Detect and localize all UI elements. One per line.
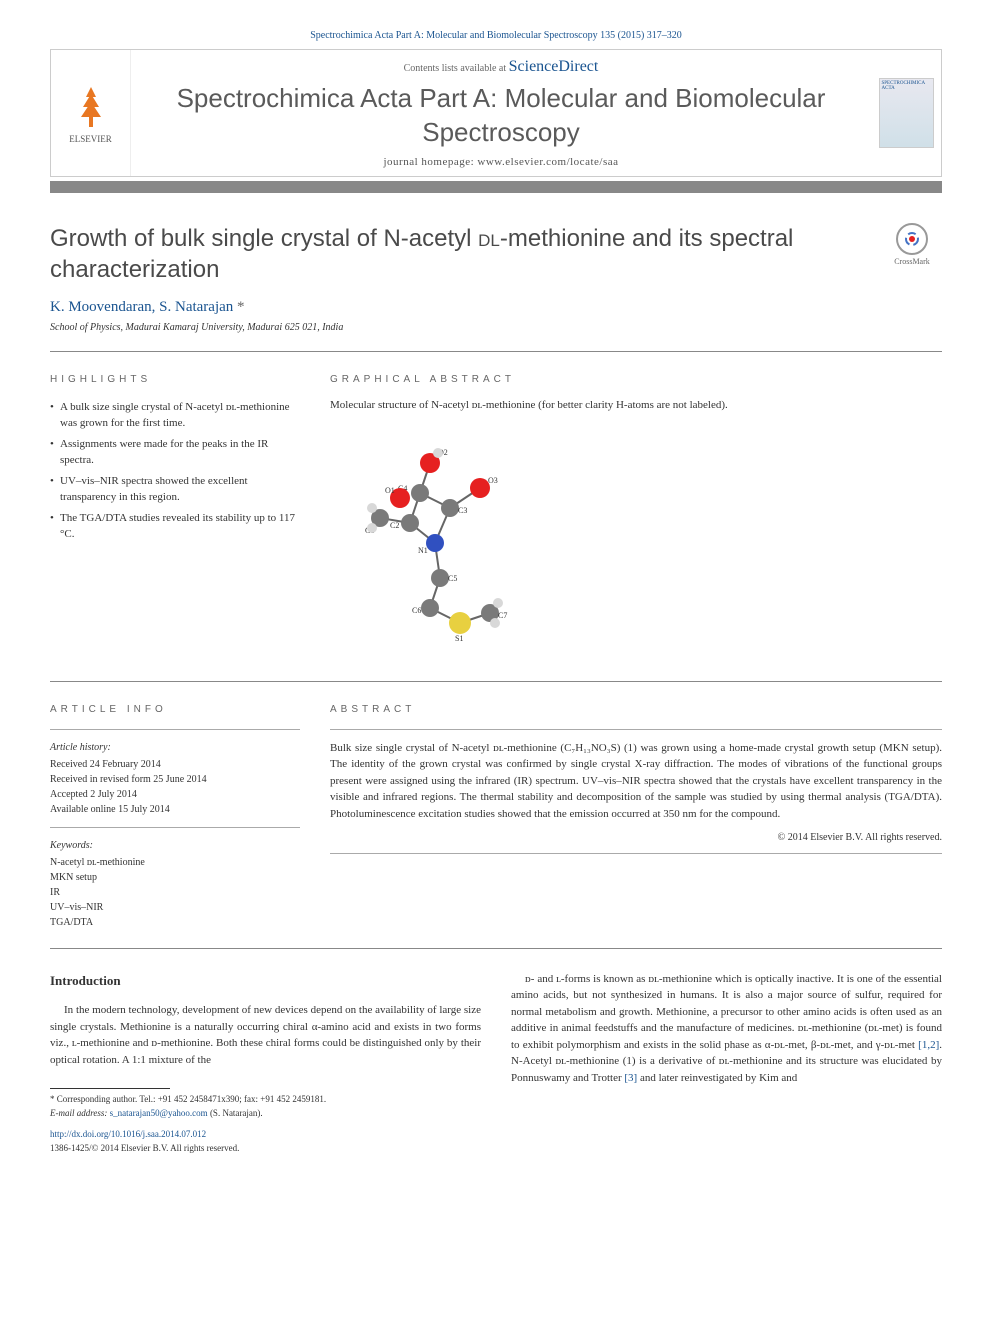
highlight-item: The TGA/DTA studies revealed its stabili… [50,510,300,543]
journal-cover-image: SPECTROCHIMICA ACTA [879,78,934,148]
corresponding-marker: * [233,299,244,315]
separator-bar [50,181,942,193]
keywords: Keywords: N-acetyl ᴅʟ-methionine MKN set… [50,838,300,930]
svg-text:O1: O1 [385,486,395,495]
highlights-list: A bulk size single crystal of N-acetyl ᴅ… [50,399,300,543]
doi-footer: http://dx.doi.org/10.1016/j.saa.2014.07.… [50,1128,942,1155]
crossmark-badge[interactable]: CrossMark [882,223,942,266]
corresponding-note: * Corresponding author. Tel.: +91 452 24… [50,1093,481,1107]
highlights-label: HIGHLIGHTS [50,374,300,385]
doi-link[interactable]: http://dx.doi.org/10.1016/j.saa.2014.07.… [50,1128,942,1142]
thin-divider [50,729,300,730]
elsevier-logo[interactable]: ELSEVIER [51,50,131,176]
authors: K. Moovendaran, S. Natarajan * [50,299,942,316]
reference-link[interactable]: [3] [624,1072,637,1084]
svg-text:C5: C5 [448,574,457,583]
abstract-copyright: © 2014 Elsevier B.V. All rights reserved… [330,832,942,843]
graphical-abstract-caption: Molecular structure of N-acetyl ᴅʟ-methi… [330,399,942,411]
history-item: Received 24 February 2014 [50,757,300,772]
article-info-label: ARTICLE INFO [50,704,300,715]
email-link[interactable]: s_natarajan50@yahoo.com [110,1108,208,1118]
citation-header: Spectrochimica Acta Part A: Molecular an… [50,30,942,41]
highlight-item: UV–vis–NIR spectra showed the excellent … [50,473,300,506]
introduction-heading: Introduction [50,971,481,991]
homepage-url[interactable]: www.elsevier.com/locate/saa [477,156,618,168]
keyword-item: UV–vis–NIR [50,900,300,915]
highlight-item: Assignments were made for the peaks in t… [50,436,300,469]
email-line: E-mail address: s_natarajan50@yahoo.com … [50,1107,481,1121]
introduction-paragraph: In the modern technology, development of… [50,1002,481,1068]
reference-link[interactable]: [1,2] [918,1039,939,1051]
journal-header-box: ELSEVIER Contents lists available at Sci… [50,49,942,177]
crossmark-icon [896,223,928,255]
thin-divider [330,853,942,854]
sciencedirect-link[interactable]: ScienceDirect [509,58,599,75]
article-history: Article history: Received 24 February 20… [50,740,300,817]
thin-divider [330,729,942,730]
elsevier-label: ELSEVIER [69,134,112,144]
affiliation: School of Physics, Madurai Kamaraj Unive… [50,322,942,333]
molecule-structure-image: O2 C4 O1 O3 C1 C2 C3 N1 C5 C6 S1 C7 [330,423,570,663]
divider [50,681,942,682]
abstract-text: Bulk size single crystal of N-acetyl ᴅʟ-… [330,740,942,823]
footer-divider [50,1088,170,1089]
svg-text:C6: C6 [412,606,421,615]
svg-text:O3: O3 [488,476,498,485]
svg-text:C7: C7 [498,611,507,620]
graphical-abstract-label: GRAPHICAL ABSTRACT [330,374,942,385]
journal-name: Spectrochimica Acta Part A: Molecular an… [151,82,851,150]
thin-divider [50,827,300,828]
history-item: Received in revised form 25 June 2014 [50,772,300,787]
article-title: Growth of bulk single crystal of N-acety… [50,223,882,285]
keyword-item: TGA/DTA [50,915,300,930]
svg-text:S1: S1 [455,634,463,643]
abstract-label: ABSTRACT [330,704,942,715]
corresponding-footer: * Corresponding author. Tel.: +91 452 24… [50,1088,481,1120]
keyword-item: MKN setup [50,870,300,885]
svg-text:C2: C2 [390,521,399,530]
keyword-item: IR [50,885,300,900]
keyword-item: N-acetyl ᴅʟ-methionine [50,855,300,870]
header-center: Contents lists available at ScienceDirec… [131,50,871,176]
history-item: Accepted 2 July 2014 [50,787,300,802]
divider [50,351,942,352]
issn-copyright: 1386-1425/© 2014 Elsevier B.V. All right… [50,1142,942,1156]
elsevier-tree-icon [66,82,116,132]
divider [50,948,942,949]
introduction-paragraph: ᴅ- and ʟ-forms is known as ᴅʟ-methionine… [511,971,942,1087]
journal-cover: SPECTROCHIMICA ACTA [871,50,941,176]
contents-lists-text: Contents lists available at ScienceDirec… [151,58,851,76]
highlight-item: A bulk size single crystal of N-acetyl ᴅ… [50,399,300,432]
journal-homepage: journal homepage: www.elsevier.com/locat… [151,156,851,168]
svg-text:N1: N1 [418,546,428,555]
history-item: Available online 15 July 2014 [50,802,300,817]
svg-text:C3: C3 [458,506,467,515]
